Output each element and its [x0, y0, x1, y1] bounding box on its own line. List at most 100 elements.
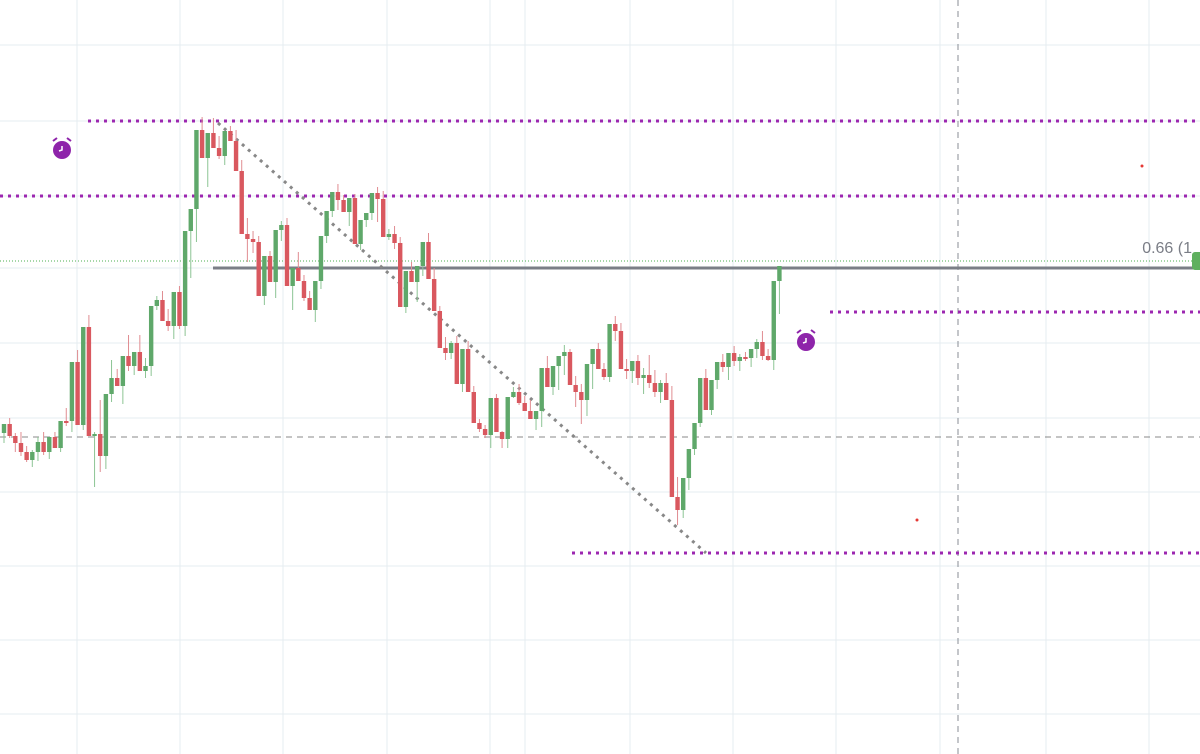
candle-body: [194, 130, 199, 209]
candle-body: [482, 429, 488, 435]
candle-body: [545, 368, 550, 387]
candle-body: [675, 497, 680, 510]
candle-body: [18, 443, 24, 452]
candle-body: [188, 209, 193, 231]
candle-body: [494, 398, 499, 432]
candle-body: [262, 256, 267, 296]
candle-body: [222, 131, 227, 156]
marker-dot: [915, 518, 919, 522]
alarm-icon-bells: [796, 329, 816, 334]
candle-body: [98, 434, 103, 456]
candle-body: [624, 369, 629, 371]
candle-body: [148, 306, 154, 366]
candle-body: [771, 281, 776, 360]
candle-body: [420, 242, 426, 266]
candle-body: [703, 378, 709, 410]
candle-body: [256, 242, 261, 296]
candle-body: [30, 452, 35, 460]
candle-body: [664, 383, 669, 400]
candle-body: [41, 442, 46, 452]
candle-body: [7, 424, 12, 436]
candle-body: [697, 378, 703, 423]
candle-body: [488, 398, 493, 435]
candle-body: [154, 300, 160, 306]
candle-body: [528, 411, 533, 419]
candle-body: [465, 349, 471, 392]
alarm-icon-bells: [52, 137, 72, 142]
candle-body: [364, 213, 369, 220]
candle-body: [692, 423, 697, 449]
candle-body: [199, 130, 205, 158]
candle-body: [109, 378, 114, 394]
candle-body: [352, 198, 358, 244]
candle-body: [211, 133, 216, 148]
candle-body: [454, 343, 459, 384]
candle-body: [81, 327, 86, 425]
candle-body: [471, 392, 476, 423]
candle-body: [414, 266, 420, 282]
candle-body: [358, 220, 363, 244]
candle-body: [313, 281, 318, 310]
candle-body: [426, 242, 431, 279]
candle-body: [1, 424, 7, 433]
candle-body: [437, 311, 443, 348]
candle-body: [245, 234, 250, 239]
candle-body: [760, 342, 765, 356]
trend-line: [217, 121, 707, 555]
alarm-icon-hands: [58, 146, 63, 152]
candle-body: [511, 392, 516, 397]
candle-body: [267, 256, 273, 282]
candle-body: [403, 271, 409, 307]
candle-body: [618, 331, 624, 369]
candle-body: [290, 268, 295, 286]
candle-body: [658, 383, 663, 392]
candle-body: [250, 239, 256, 242]
candle-body: [686, 449, 692, 478]
candle-body: [52, 437, 58, 448]
candle-body: [47, 437, 52, 452]
candle-body: [630, 361, 635, 371]
candle-body: [714, 362, 720, 380]
candle-body: [335, 192, 341, 200]
candle-body: [131, 352, 137, 366]
candle-body: [601, 369, 607, 377]
current-price-tag: [1192, 252, 1200, 270]
candle-body: [431, 279, 437, 311]
candle-body: [596, 349, 601, 369]
candle-body: [381, 199, 386, 237]
candle-body: [448, 343, 454, 353]
candle-body: [398, 243, 403, 307]
candle-body: [137, 352, 143, 371]
candle-body: [709, 380, 714, 410]
candle-body: [301, 281, 307, 298]
candle-body: [75, 362, 80, 425]
candle-body: [550, 366, 556, 387]
marker-dot: [1140, 164, 1144, 168]
candle-body: [86, 327, 92, 436]
candle-body: [641, 375, 646, 378]
candle-body: [92, 434, 97, 436]
candle-body: [330, 192, 335, 211]
candle-body: [126, 356, 131, 366]
candle-body: [171, 292, 176, 326]
candle-body: [720, 362, 726, 367]
candle-body: [607, 324, 612, 377]
candle-body: [635, 361, 641, 378]
fib-level-label: 0.66 (1: [1142, 240, 1192, 257]
candle-body: [409, 271, 414, 282]
candle-body: [556, 356, 561, 366]
candle-body: [318, 236, 324, 281]
candle-body: [477, 423, 482, 429]
candle-body: [516, 392, 522, 403]
candle-body: [522, 403, 527, 411]
candle-body: [324, 211, 329, 236]
candle-body: [35, 442, 41, 452]
candle-body: [579, 392, 584, 400]
candle-body: [143, 366, 148, 371]
candle-body: [341, 200, 346, 212]
candle-body: [239, 171, 244, 234]
candle-body: [177, 292, 182, 326]
candle-body: [754, 342, 759, 349]
